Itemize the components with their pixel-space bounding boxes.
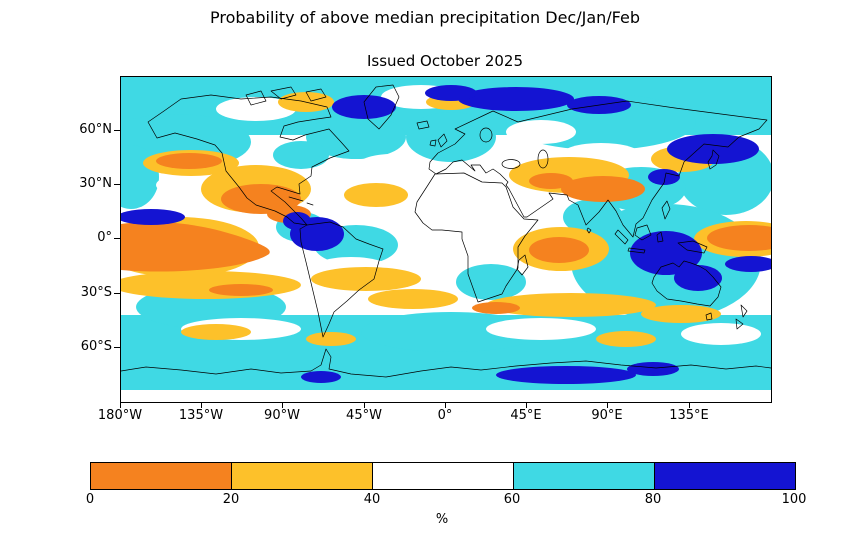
colorbar-segment-80-100 (654, 463, 795, 489)
map-plot-area (120, 76, 772, 403)
chart-title: Probability of above median precipitatio… (210, 8, 640, 27)
y-axis-tick (114, 238, 120, 239)
y-tick-label-30s: 30°S (80, 285, 112, 300)
x-axis-tick (445, 402, 446, 408)
x-axis-tick (364, 402, 365, 408)
x-tick-label-135w: 135°W (178, 408, 224, 423)
colorbar-segment-40-60 (372, 463, 513, 489)
y-axis-tick (114, 293, 120, 294)
world-probability-map (121, 77, 771, 402)
x-tick-label-180w: 180°W (97, 408, 143, 423)
colorbar-tick-100: 100 (781, 492, 807, 507)
x-tick-label-0: 0° (437, 408, 453, 423)
chart-subtitle: Issued October 2025 (366, 52, 524, 70)
x-axis-tick (282, 402, 283, 408)
x-tick-label-90w: 90°W (264, 408, 300, 423)
y-tick-label-0: 0° (97, 230, 112, 245)
colorbar (90, 462, 796, 490)
colorbar-segment-0-20 (91, 463, 231, 489)
x-axis-tick (526, 402, 527, 408)
colorbar-segment-20-40 (231, 463, 372, 489)
x-tick-label-135e: 135°E (669, 408, 709, 423)
x-tick-label-90e: 90°E (591, 408, 623, 423)
y-axis-tick (114, 184, 120, 185)
y-tick-label-30n: 30°N (79, 176, 112, 191)
coastlines (121, 84, 771, 378)
colorbar-tick-20: 20 (222, 492, 240, 507)
colorbar-unit-label: % (435, 512, 449, 527)
probability-regions-80-100 (121, 85, 771, 384)
x-axis-tick (607, 402, 608, 408)
x-axis-tick (120, 402, 121, 408)
colorbar-tick-0: 0 (85, 492, 95, 507)
x-tick-label-45e: 45°E (510, 408, 542, 423)
x-axis-tick (201, 402, 202, 408)
x-tick-label-45w: 45°W (346, 408, 382, 423)
colorbar-tick-80: 80 (644, 492, 662, 507)
colorbar-tick-40: 40 (363, 492, 381, 507)
colorbar-tick-60: 60 (503, 492, 521, 507)
y-axis-tick (114, 130, 120, 131)
y-axis-tick (114, 347, 120, 348)
y-tick-label-60s: 60°S (80, 339, 112, 354)
y-tick-label-60n: 60°N (79, 122, 112, 137)
colorbar-segment-60-80 (513, 463, 654, 489)
x-axis-tick (689, 402, 690, 408)
